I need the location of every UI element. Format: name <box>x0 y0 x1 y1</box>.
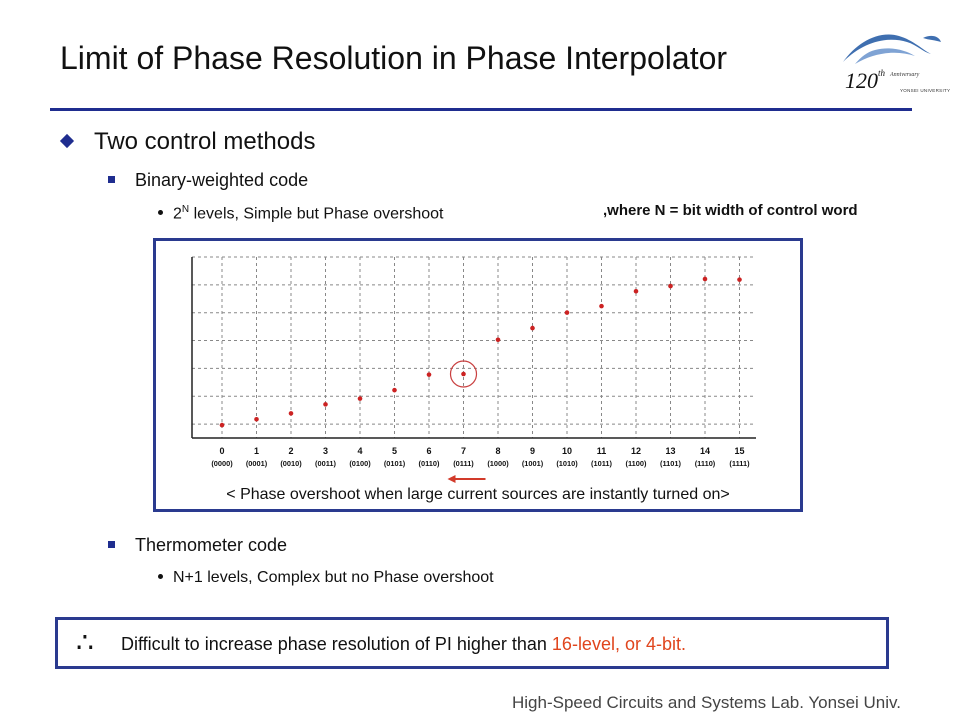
therefore-symbol: ∴ <box>76 627 94 658</box>
x-code-label: (0011) <box>315 459 336 468</box>
x-code-label: (1000) <box>487 459 509 468</box>
x-tick-label: 5 <box>392 446 397 456</box>
x-tick-label: 1 <box>254 446 259 456</box>
x-code-label: (0000) <box>211 459 233 468</box>
data-point <box>599 303 604 309</box>
x-code-label: (1110) <box>695 459 716 468</box>
university-label: YONSEI UNIVERSITY <box>900 88 951 93</box>
x-tick-label: 2 <box>288 446 293 456</box>
yonsei-bird-logo-icon <box>843 34 941 64</box>
data-point <box>495 337 501 343</box>
bullet-main: Two control methods <box>59 128 315 156</box>
data-point <box>426 372 432 377</box>
anniversary-logo-text: 120th <box>845 68 886 93</box>
phase-step-chart: 0 (0000) 1 (0001) 2 (0010) 3 (0011) 4 (0100) 5 (010… <box>191 256 756 483</box>
data-point <box>530 325 535 331</box>
dot-bullet-icon <box>158 210 163 216</box>
x-code-label: (1001) <box>522 459 544 468</box>
x-tick-label: 13 <box>665 446 675 456</box>
conclusion-text: Difficult to increase phase resolution o… <box>121 634 686 654</box>
overshoot-highlight-circle <box>449 360 478 388</box>
x-tick-label: 12 <box>631 446 641 456</box>
x-tick-label: 0 <box>219 446 224 456</box>
binary-desc: 2N levels, Simple but Phase overshoot <box>158 204 444 223</box>
data-point <box>288 411 294 416</box>
data-point <box>737 277 742 282</box>
square-bullet-icon <box>108 176 115 183</box>
data-point <box>461 371 466 377</box>
x-code-label: (0110) <box>419 459 440 468</box>
data-point <box>668 283 673 289</box>
x-tick-label: 14 <box>700 446 710 456</box>
x-tick-label: 7 <box>461 446 466 456</box>
data-point <box>323 402 328 407</box>
x-code-label: (0101) <box>384 459 406 468</box>
conclusion-box: ∴ Difficult to increase phase resolution… <box>55 617 889 669</box>
thermo-desc: N+1 levels, Complex but no Phase oversho… <box>158 569 494 587</box>
x-tick-label: 10 <box>562 446 572 456</box>
square-bullet-icon <box>108 541 115 548</box>
left-arrowhead-icon <box>447 475 456 483</box>
bit-width-note: ,where N = bit width of control word <box>603 202 858 219</box>
slide-title: Limit of Phase Resolution in Phase Inter… <box>60 40 728 76</box>
x-tick-label: 3 <box>323 446 328 456</box>
x-code-label: (0100) <box>349 459 371 468</box>
data-point <box>564 310 570 315</box>
x-code-label: (1111) <box>729 459 750 468</box>
conclusion-highlight: 16-level, or 4-bit. <box>551 634 686 654</box>
chart-frame: 0 (0000) 1 (0001) 2 (0010) 3 (0011) 4 (0100) 5 (010… <box>153 238 803 512</box>
chart-caption: < Phase overshoot when large current sou… <box>226 486 730 503</box>
data-point <box>254 416 259 422</box>
x-tick-label: 11 <box>597 446 607 456</box>
x-tick-label: 8 <box>495 446 500 456</box>
footer-lab: High-Speed Circuits and Systems Lab. Yon… <box>512 693 901 712</box>
data-point <box>392 387 397 393</box>
x-tick-label: 4 <box>357 446 362 456</box>
data-point <box>702 276 708 282</box>
x-code-label: (0001) <box>246 459 268 468</box>
x-code-label: (1100) <box>626 459 647 468</box>
thermo-heading: Thermometer code <box>108 535 287 556</box>
dot-bullet-icon <box>158 574 163 579</box>
x-code-label: (1010) <box>556 459 578 468</box>
x-tick-label: 6 <box>426 446 431 456</box>
x-code-label: (1011) <box>591 459 612 468</box>
data-point <box>633 288 639 294</box>
data-point <box>357 396 363 401</box>
x-code-label: (1101) <box>660 459 681 468</box>
anniversary-label: Anniversary <box>890 72 920 78</box>
x-tick-label: 9 <box>530 446 535 456</box>
title-divider <box>50 108 912 111</box>
x-code-label: (0111) <box>453 459 474 468</box>
x-code-label: (0010) <box>280 459 302 468</box>
x-tick-label: 15 <box>734 446 744 456</box>
binary-heading: Binary-weighted code <box>108 170 308 191</box>
data-point <box>219 422 225 428</box>
diamond-bullet-icon <box>59 133 75 149</box>
